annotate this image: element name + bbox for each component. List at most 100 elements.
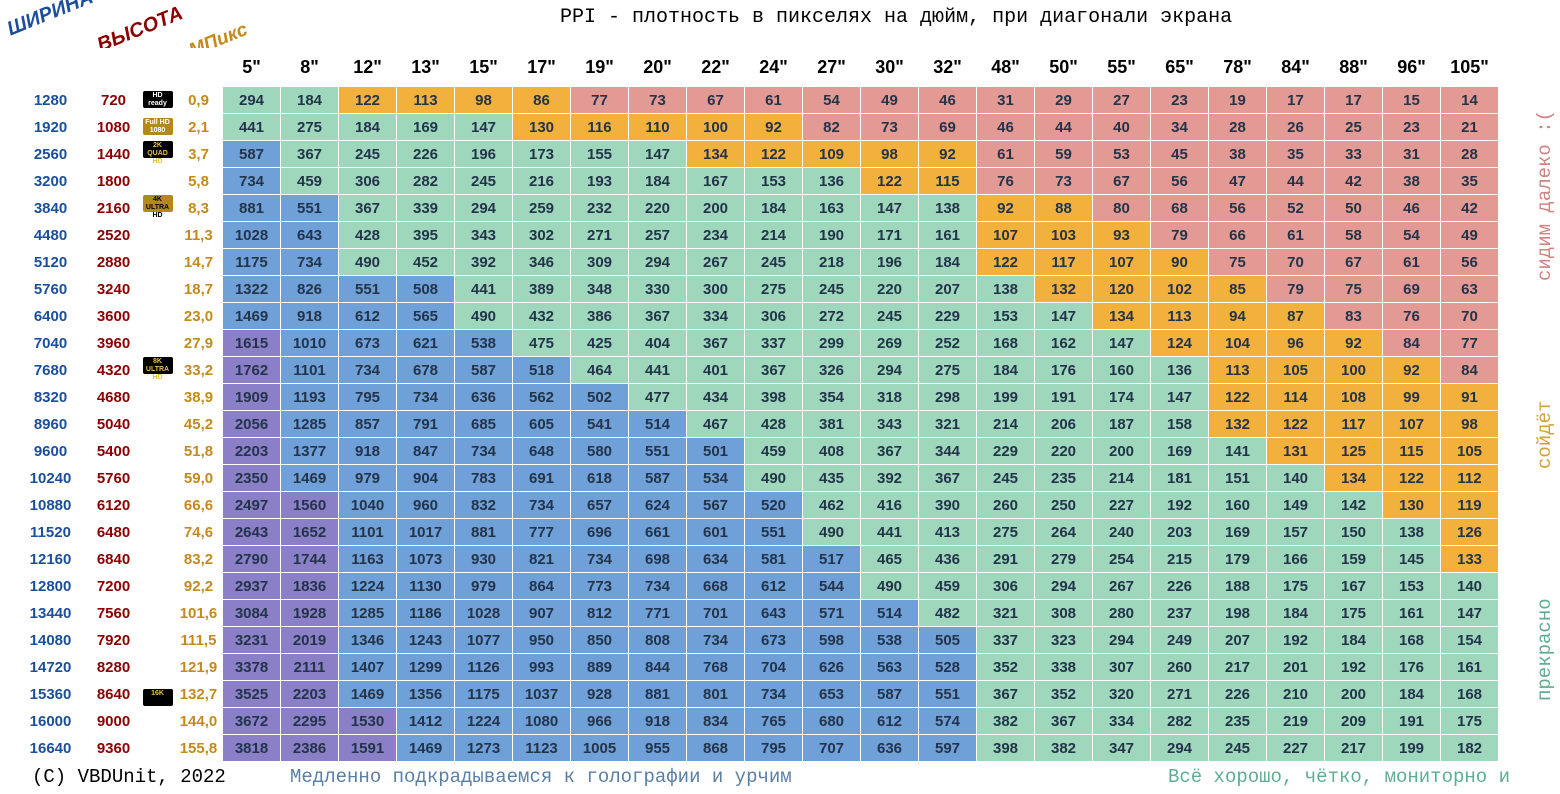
cell-ppi: 771 xyxy=(629,600,687,627)
cell-ppi: 220 xyxy=(1035,438,1093,465)
col-header-diag: 12" xyxy=(339,49,397,87)
cell-ppi: 294 xyxy=(629,249,687,276)
cell-ppi: 2203 xyxy=(281,681,339,708)
cell-ppi: 92 xyxy=(1383,357,1441,384)
cell-ppi: 459 xyxy=(281,168,339,195)
cell-ppi: 227 xyxy=(1093,492,1151,519)
table-row: 19201080Full HD10802,1441275184169147130… xyxy=(15,114,1499,141)
cell-ppi: 907 xyxy=(513,600,571,627)
cell-ppi: 918 xyxy=(339,438,397,465)
cell-ppi: 2350 xyxy=(223,465,281,492)
cell-ppi: 92 xyxy=(1325,330,1383,357)
cell-ppi: 122 xyxy=(1267,411,1325,438)
cell-ppi: 92 xyxy=(977,195,1035,222)
cell-ppi: 392 xyxy=(455,249,513,276)
cell-ppi: 3525 xyxy=(223,681,281,708)
cell-ppi: 795 xyxy=(339,384,397,411)
cell-ppi: 668 xyxy=(687,573,745,600)
cell-ppi: 624 xyxy=(629,492,687,519)
col-header-diag: 20" xyxy=(629,49,687,87)
cell-ppi: 229 xyxy=(919,303,977,330)
cell-ppi: 955 xyxy=(629,735,687,762)
cell-ppi: 220 xyxy=(629,195,687,222)
cell-ppi: 275 xyxy=(977,519,1035,546)
cell-height: 3600 xyxy=(87,303,141,330)
cell-ppi: 1028 xyxy=(455,600,513,627)
cell-ppi: 217 xyxy=(1325,735,1383,762)
cell-ppi: 343 xyxy=(455,222,513,249)
cell-ppi: 249 xyxy=(1151,627,1209,654)
cell-ppi: 551 xyxy=(745,519,803,546)
cell-ppi: 1299 xyxy=(397,654,455,681)
cell-ppi: 133 xyxy=(1441,546,1499,573)
table-row: 140807920111,532312019134612431077950850… xyxy=(15,627,1499,654)
cell-ppi: 176 xyxy=(1035,357,1093,384)
table-row: 6400360023,01469918612565490432386367334… xyxy=(15,303,1499,330)
cell-ppi: 190 xyxy=(803,222,861,249)
cell-ppi: 140 xyxy=(1267,465,1325,492)
cell-ppi: 306 xyxy=(745,303,803,330)
cell-ppi: 1040 xyxy=(339,492,397,519)
cell-width: 14080 xyxy=(15,627,87,654)
cell-mpix: 11,3 xyxy=(175,222,223,249)
cell-ppi: 47 xyxy=(1209,168,1267,195)
cell-height: 5400 xyxy=(87,438,141,465)
col-header-diag: 105" xyxy=(1441,49,1499,87)
cell-ppi: 1909 xyxy=(223,384,281,411)
cell-ppi: 45 xyxy=(1151,141,1209,168)
cell-ppi: 348 xyxy=(571,276,629,303)
cell-ppi: 580 xyxy=(571,438,629,465)
cell-ppi: 149 xyxy=(1267,492,1325,519)
cell-badge xyxy=(141,546,175,573)
legend-green: прекрасно xyxy=(1534,560,1556,740)
cell-ppi: 226 xyxy=(397,141,455,168)
cell-ppi: 581 xyxy=(745,546,803,573)
cell-ppi: 605 xyxy=(513,411,571,438)
cell-ppi: 678 xyxy=(397,357,455,384)
cell-width: 5760 xyxy=(15,276,87,303)
cell-ppi: 122 xyxy=(745,141,803,168)
cell-ppi: 66 xyxy=(1209,222,1267,249)
cell-ppi: 382 xyxy=(1035,735,1093,762)
cell-ppi: 320 xyxy=(1093,681,1151,708)
cell-ppi: 175 xyxy=(1441,708,1499,735)
cell-ppi: 979 xyxy=(339,465,397,492)
cell-ppi: 61 xyxy=(1267,222,1325,249)
cell-ppi: 1412 xyxy=(397,708,455,735)
cell-ppi: 294 xyxy=(223,87,281,114)
cell-height: 720 xyxy=(87,87,141,114)
cell-ppi: 1080 xyxy=(513,708,571,735)
cell-height: 5040 xyxy=(87,411,141,438)
col-header-diag: 88" xyxy=(1325,49,1383,87)
cell-ppi: 966 xyxy=(571,708,629,735)
cell-height: 8280 xyxy=(87,654,141,681)
cell-ppi: 441 xyxy=(455,276,513,303)
cell-ppi: 395 xyxy=(397,222,455,249)
cell-ppi: 2386 xyxy=(281,735,339,762)
cell-ppi: 93 xyxy=(1093,222,1151,249)
cell-ppi: 567 xyxy=(687,492,745,519)
cell-ppi: 306 xyxy=(339,168,397,195)
cell-height: 1800 xyxy=(87,168,141,195)
cell-ppi: 245 xyxy=(977,465,1035,492)
cell-ppi: 107 xyxy=(1383,411,1441,438)
cell-ppi: 344 xyxy=(919,438,977,465)
cell-ppi: 918 xyxy=(281,303,339,330)
cell-ppi: 367 xyxy=(1035,708,1093,735)
cell-ppi: 734 xyxy=(513,492,571,519)
cell-ppi: 459 xyxy=(745,438,803,465)
cell-ppi: 734 xyxy=(397,384,455,411)
cell-ppi: 574 xyxy=(919,708,977,735)
cell-ppi: 773 xyxy=(571,573,629,600)
cell-ppi: 210 xyxy=(1267,681,1325,708)
cell-mpix: 0,9 xyxy=(175,87,223,114)
resolution-badge: 16K xyxy=(143,689,173,706)
cell-ppi: 191 xyxy=(1035,384,1093,411)
cell-ppi: 147 xyxy=(861,195,919,222)
cell-ppi: 184 xyxy=(745,195,803,222)
cell-ppi: 904 xyxy=(397,465,455,492)
cell-ppi: 79 xyxy=(1151,222,1209,249)
cell-ppi: 147 xyxy=(455,114,513,141)
cell-ppi: 734 xyxy=(339,357,397,384)
cell-ppi: 502 xyxy=(571,384,629,411)
